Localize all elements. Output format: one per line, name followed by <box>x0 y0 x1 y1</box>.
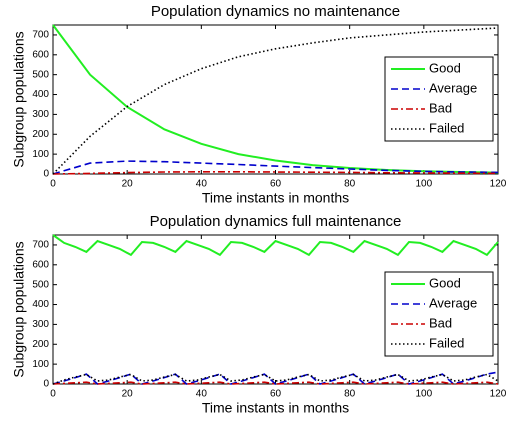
x-tick-label: 80 <box>344 389 356 400</box>
legend-label: Good <box>429 60 461 75</box>
x-tick-label: 20 <box>122 389 134 400</box>
chart-title: Population dynamics full maintenance <box>150 213 402 230</box>
legend-label: Failed <box>429 120 464 135</box>
y-tick-label: 600 <box>32 259 49 270</box>
series-line <box>52 27 499 175</box>
series-line <box>52 371 499 385</box>
x-axis-label: Time instants in months <box>202 400 349 416</box>
x-axis-label: Time instants in months <box>202 190 349 206</box>
y-tick-label: 500 <box>32 69 49 80</box>
x-tick-label: 0 <box>50 179 56 190</box>
y-axis-label: Subgroup populations <box>11 31 27 167</box>
x-tick-label: 0 <box>50 389 56 400</box>
x-tick-label: 20 <box>122 179 134 190</box>
x-tick-label: 40 <box>196 179 208 190</box>
legend-box <box>384 271 494 357</box>
y-tick-label: 700 <box>32 30 49 41</box>
series-line <box>52 171 499 175</box>
legend-label: Average <box>429 295 477 310</box>
x-tick-label: 40 <box>196 389 208 400</box>
chart-title: Population dynamics no maintenance <box>151 3 400 20</box>
legend-label: Bad <box>429 100 452 115</box>
y-tick-label: 100 <box>32 149 49 160</box>
x-tick-label: 120 <box>490 179 507 190</box>
series-line <box>52 160 499 175</box>
x-tick-label: 60 <box>270 179 282 190</box>
legend-box <box>384 56 494 142</box>
y-tick-label: 0 <box>43 169 49 180</box>
y-tick-label: 300 <box>32 319 49 330</box>
y-tick-label: 400 <box>32 89 49 100</box>
legend-label: Bad <box>429 315 452 330</box>
y-tick-label: 0 <box>43 379 49 390</box>
series-line <box>52 234 499 257</box>
y-tick-label: 100 <box>32 359 49 370</box>
x-tick-label: 80 <box>344 179 356 190</box>
y-tick-label: 200 <box>32 129 49 140</box>
legend-label: Failed <box>429 335 464 350</box>
y-tick-label: 300 <box>32 109 49 120</box>
y-tick-label: 500 <box>32 279 49 290</box>
y-axis-label: Subgroup populations <box>11 241 27 377</box>
y-tick-label: 400 <box>32 299 49 310</box>
x-tick-label: 100 <box>415 179 432 190</box>
x-tick-label: 120 <box>490 389 507 400</box>
legend-label: Average <box>429 80 477 95</box>
y-tick-label: 200 <box>32 339 49 350</box>
legend-label: Good <box>429 275 461 290</box>
y-tick-label: 700 <box>32 240 49 251</box>
x-tick-label: 60 <box>270 389 282 400</box>
x-tick-label: 100 <box>415 389 432 400</box>
y-tick-label: 600 <box>32 49 49 60</box>
